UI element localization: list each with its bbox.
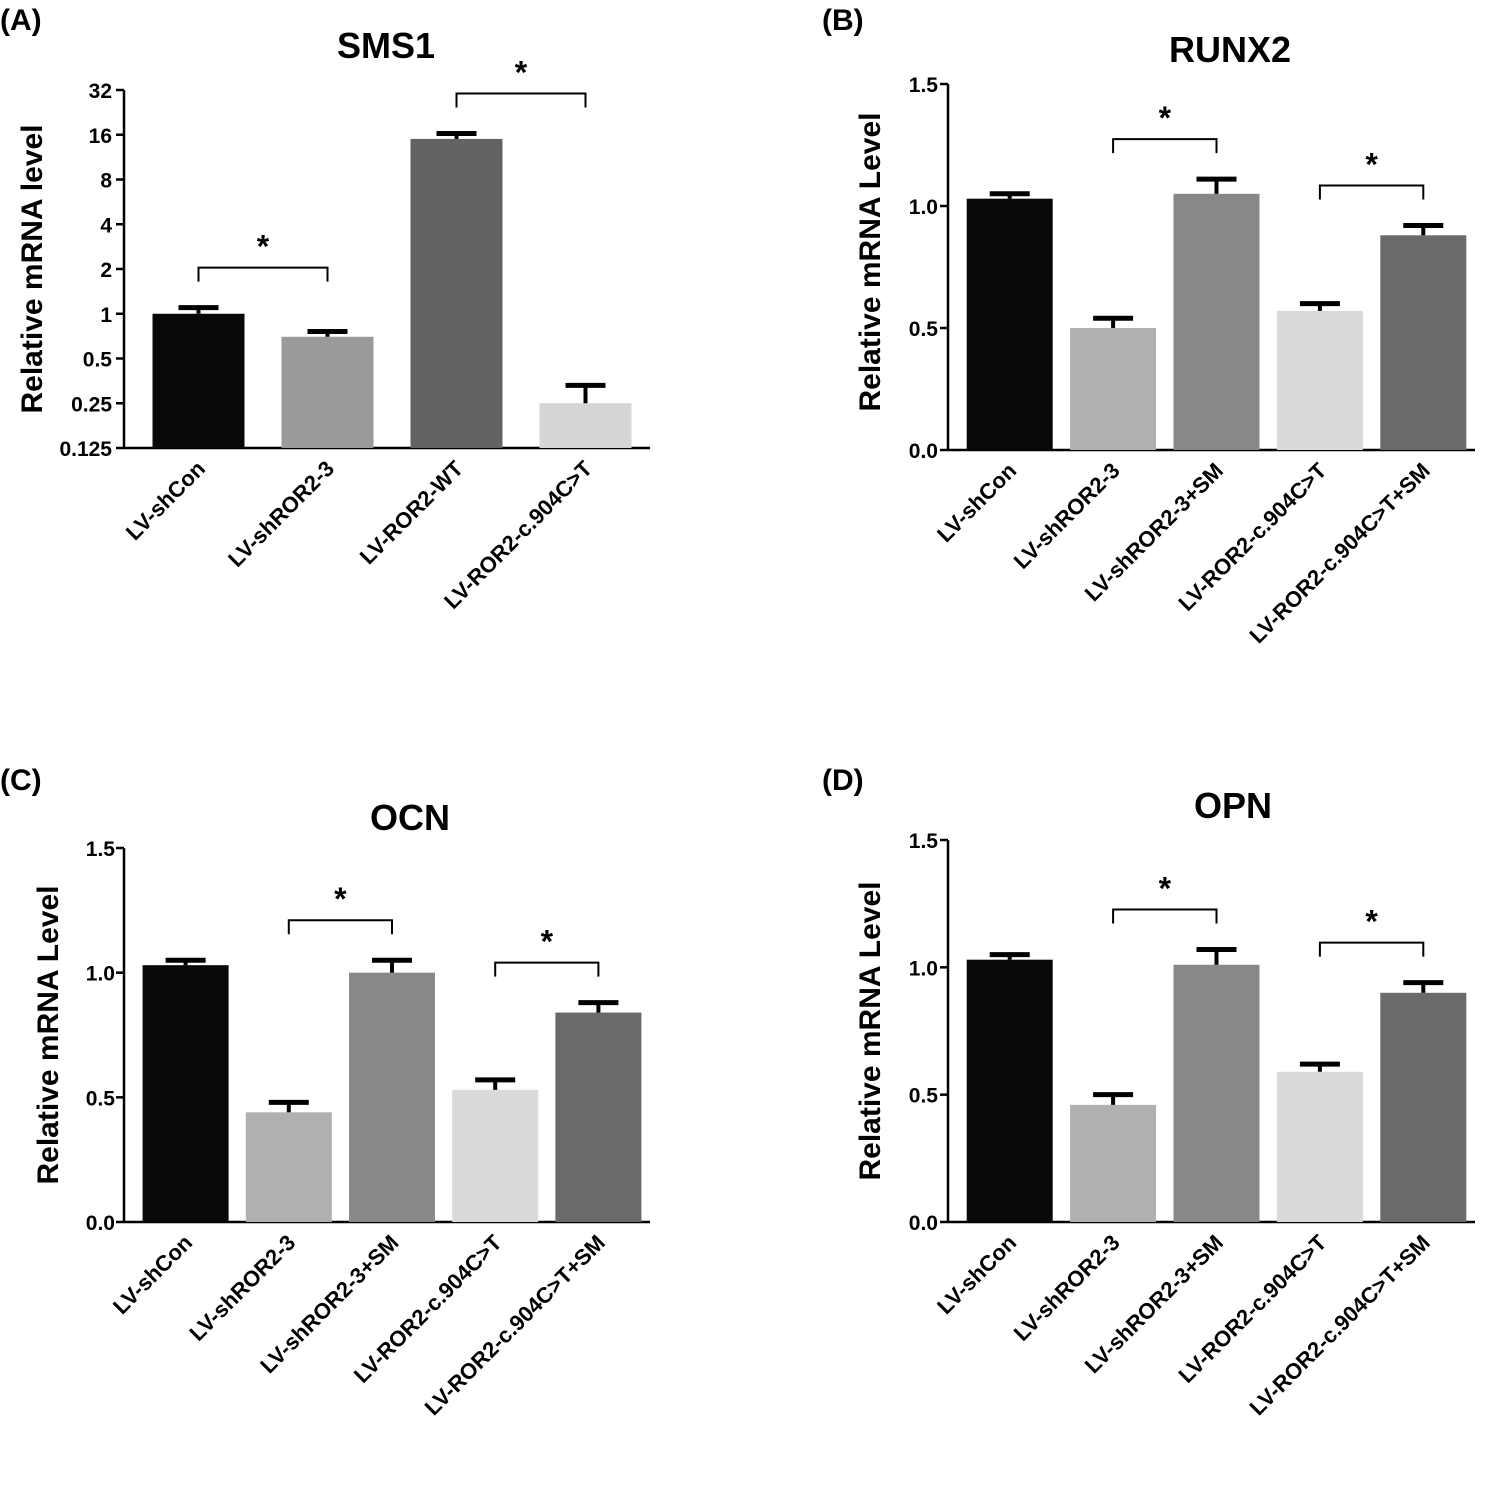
y-axis-label: Relative mRNA level (16, 124, 49, 413)
y-tick-label: 1.5 (909, 74, 939, 97)
bar (555, 1012, 642, 1222)
panel-letter: (B) (822, 4, 864, 37)
significance-star: * (334, 881, 347, 917)
y-tick-label: 16 (89, 125, 112, 148)
y-axis-label: Relative mRNA Level (854, 112, 887, 411)
chart-title: OPN (1194, 785, 1272, 826)
x-category-label: LV-ROR2-WT (355, 455, 469, 569)
significance-star: * (1365, 147, 1378, 183)
bar (410, 138, 503, 449)
y-tick-label: 0.0 (909, 1212, 938, 1235)
bar (349, 972, 435, 1222)
y-axis-label: Relative mRNA Level (32, 885, 65, 1184)
chart-title: OCN (370, 797, 450, 838)
significance-bracket (494, 961, 600, 977)
y-tick-label: 1.5 (86, 838, 116, 861)
y-tick-label: 4 (100, 214, 112, 237)
y-tick-label: 0.125 (59, 438, 112, 461)
significance-star: * (1159, 871, 1172, 907)
y-tick-label: 0.5 (86, 1087, 116, 1110)
significance-bracket (1112, 908, 1218, 924)
x-category-label: LV-ROR2-c.904C>T+SM (1245, 458, 1435, 648)
y-tick-label: 8 (100, 170, 112, 193)
bar (1380, 992, 1467, 1222)
bar (452, 1089, 539, 1222)
panel-letter: (A) (0, 4, 42, 37)
bar (1173, 193, 1260, 451)
x-category-label: LV-shROR2-3 (184, 1230, 300, 1346)
bar (1380, 235, 1467, 450)
y-tick-label: 1.5 (909, 830, 939, 853)
y-tick-label: 2 (100, 259, 112, 282)
bar (142, 965, 229, 1222)
x-category-label: LV-shROR2-3 (223, 456, 339, 572)
significance-bracket (455, 92, 587, 108)
panel-letter: (D) (822, 764, 864, 797)
significance-star: * (515, 55, 528, 91)
significance-bracket (1318, 941, 1425, 957)
chart-panel-c: (C) OCN Relative mRNA Level 0.0 0.5 1.0 1.5 LV-… (0, 764, 650, 1420)
y-tick-label: 0.0 (86, 1212, 115, 1235)
x-category-label: LV-shROR2-3 (1009, 1230, 1125, 1346)
significance-bracket (197, 266, 329, 282)
chart-title: SMS1 (337, 25, 435, 66)
bar (966, 959, 1053, 1222)
bar (1173, 964, 1260, 1222)
bar (966, 198, 1053, 450)
x-category-label: LV-shCon (108, 1230, 197, 1319)
y-tick-label: 0.5 (909, 1085, 939, 1108)
bar (1070, 328, 1157, 450)
bar (1276, 1071, 1363, 1222)
y-tick-label: 1.0 (86, 963, 115, 986)
y-tick-label: 0.25 (71, 393, 112, 416)
bar (1070, 1104, 1157, 1222)
significance-star: * (257, 229, 270, 265)
chart-panel-b: (B) RUNX2 Relative mRNA Level 0.0 0.5 1.0 1.5 L… (822, 4, 1475, 648)
y-tick-label: 0.0 (909, 440, 938, 463)
y-axis-label: Relative mRNA Level (854, 881, 887, 1180)
significance-bracket (1318, 184, 1425, 200)
y-tick-label: 1.0 (909, 196, 938, 219)
x-category-label: LV-shCon (932, 1230, 1021, 1319)
y-tick-label: 1 (100, 304, 112, 327)
significance-bracket (287, 919, 393, 935)
panel-letter: (C) (0, 764, 42, 797)
x-category-label: LV-ROR2-c.904C>T+SM (1245, 1230, 1435, 1420)
chart-panel-a: (A) SMS1 Relative mRNA level 0.125 0.25 0.5 1 2… (0, 4, 650, 614)
significance-star: * (1159, 100, 1172, 136)
significance-star: * (541, 924, 554, 960)
x-category-label: LV-shCon (121, 456, 210, 545)
y-tick-label: 0.5 (909, 318, 939, 341)
bar (539, 403, 632, 448)
x-category-label: LV-ROR2-c.904C>T (439, 455, 597, 613)
bar (1276, 310, 1363, 450)
chart-panel-d: (D) OPN Relative mRNA Level 0.0 0.5 1.0 1.5 LV-… (822, 764, 1475, 1420)
bar (152, 313, 245, 448)
y-tick-label: 32 (89, 80, 112, 103)
x-category-label: LV-shROR2-3 (1009, 458, 1125, 574)
significance-bracket (1112, 138, 1218, 154)
bar (281, 336, 374, 448)
bar (245, 1112, 332, 1222)
y-tick-label: 0.5 (83, 349, 113, 372)
chart-title: RUNX2 (1169, 29, 1291, 70)
x-category-label: LV-shCon (932, 458, 1021, 547)
y-tick-label: 1.0 (909, 957, 938, 980)
x-category-label: LV-ROR2-c.904C>T+SM (420, 1230, 610, 1420)
significance-star: * (1365, 904, 1378, 940)
